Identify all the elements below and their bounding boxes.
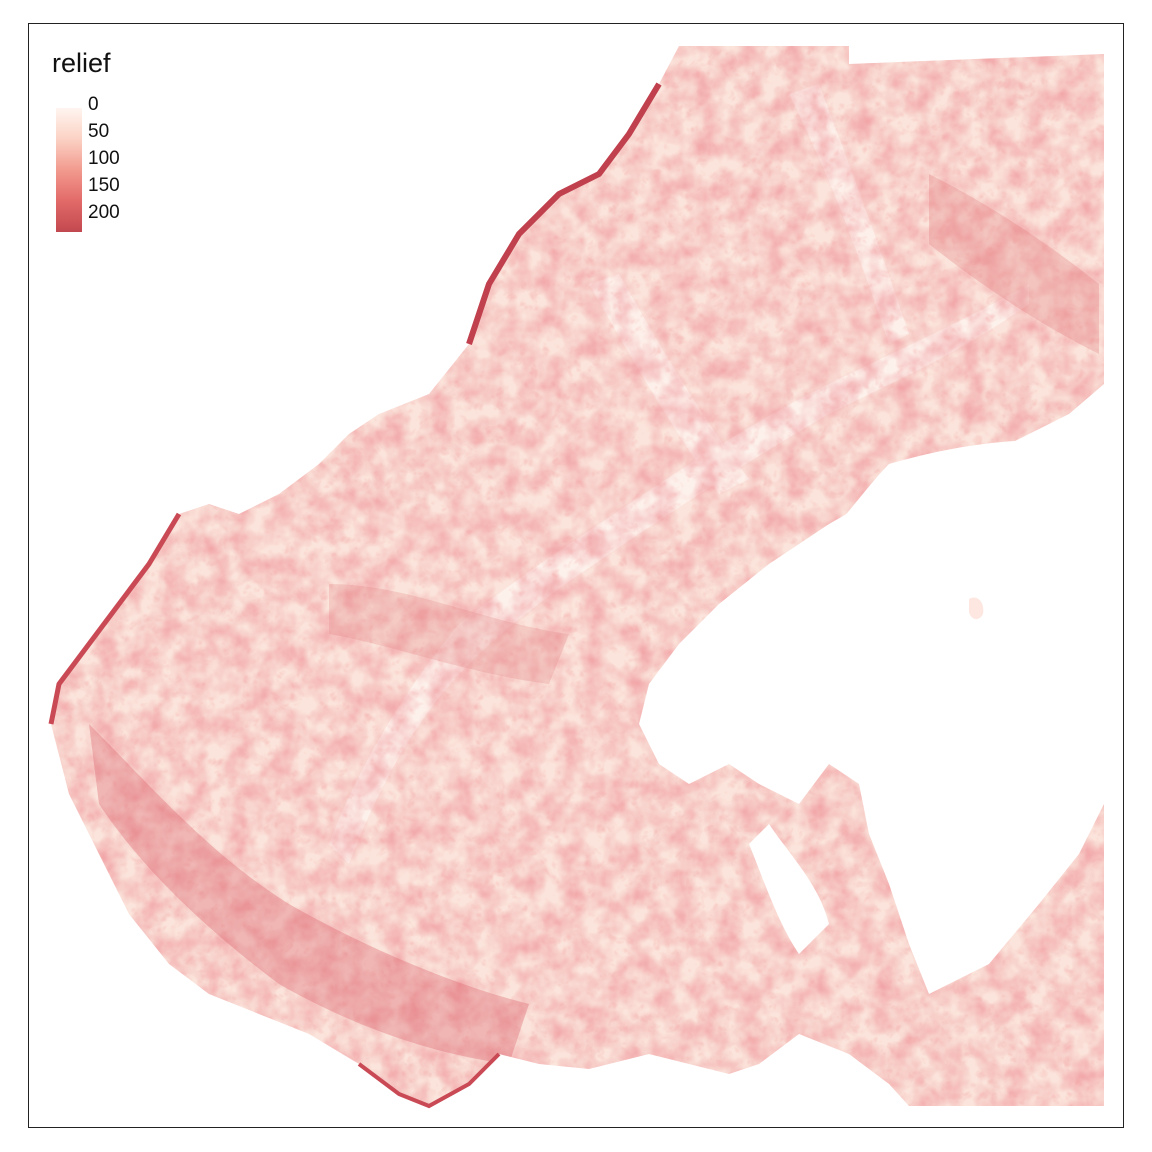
legend-label: 200 xyxy=(88,202,120,223)
legend-title: relief xyxy=(52,48,111,78)
legend-label: 100 xyxy=(88,148,120,169)
relief-map xyxy=(48,46,1104,1109)
legend-label: 150 xyxy=(88,175,120,196)
map-frame xyxy=(28,23,1124,1128)
legend-label: 50 xyxy=(88,121,110,142)
legend: relief 0 50 100 150 200 xyxy=(50,48,120,232)
legend-color-bar xyxy=(56,108,82,232)
legend-label: 0 xyxy=(88,94,99,115)
